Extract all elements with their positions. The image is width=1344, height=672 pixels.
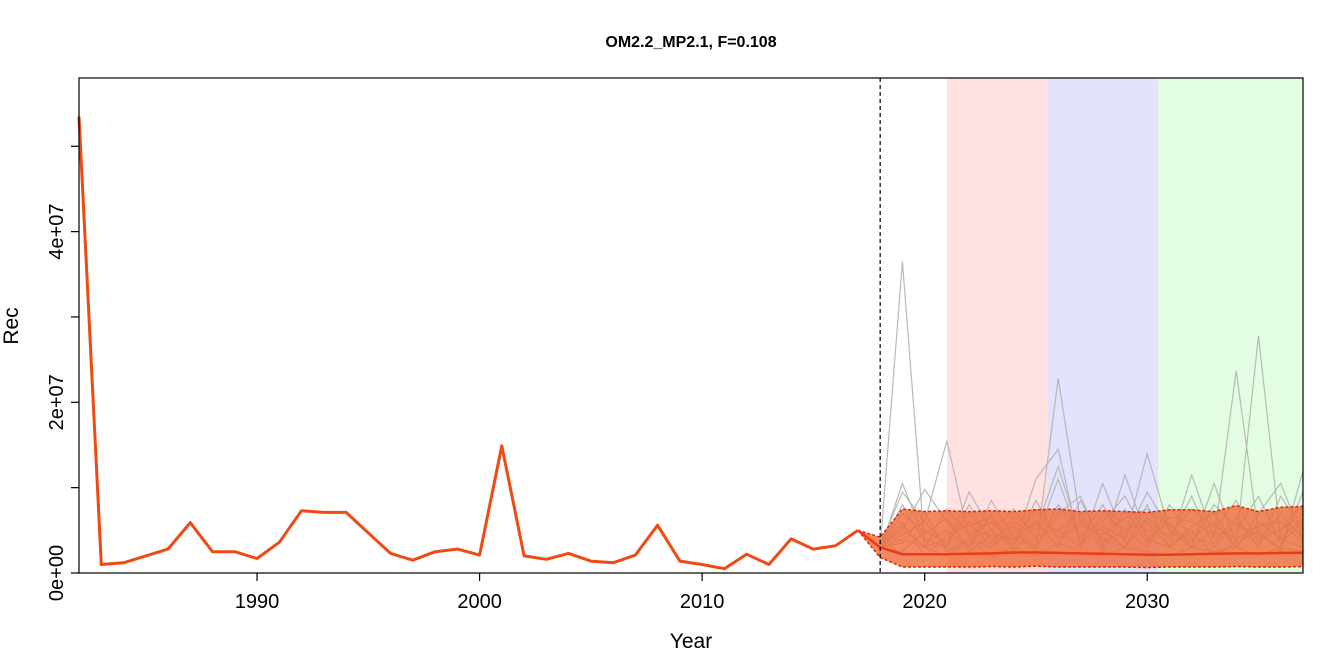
historical-recruitment-line: [77, 116, 859, 571]
y-tick-label-4: 4e+07: [46, 204, 68, 260]
shaded-periods: [946, 78, 1303, 573]
x-tick-label-2010: 2010: [680, 591, 725, 613]
x-tick-label-2020: 2020: [902, 591, 947, 613]
shaded-period-2: [1047, 78, 1159, 573]
y-tick-label-0: 0e+00: [46, 545, 68, 601]
x-tick-label-2030: 2030: [1125, 591, 1170, 613]
plot-frame: [78, 77, 1304, 574]
x-tick-label-1990: 1990: [235, 591, 280, 613]
y-axis-label: Rec: [0, 307, 23, 344]
shaded-period-1: [946, 78, 1048, 573]
projection-upper-line: [857, 504, 1304, 539]
x-axis: 1990 2000 2010 2020 2030: [235, 573, 1170, 613]
chart-title: OM2.2_MP2.1, F=0.108: [605, 34, 776, 51]
projection-lower-line: [857, 529, 1304, 569]
projection-interval-band: [857, 505, 1303, 568]
x-axis-label: Year: [670, 630, 712, 653]
x-tick-label-2000: 2000: [457, 591, 502, 613]
shaded-period-3: [1158, 78, 1303, 573]
projection-median-line: [857, 529, 1303, 556]
y-axis: 0e+00 2e+07 4e+07: [46, 145, 79, 601]
y-tick-label-2: 2e+07: [46, 374, 68, 430]
